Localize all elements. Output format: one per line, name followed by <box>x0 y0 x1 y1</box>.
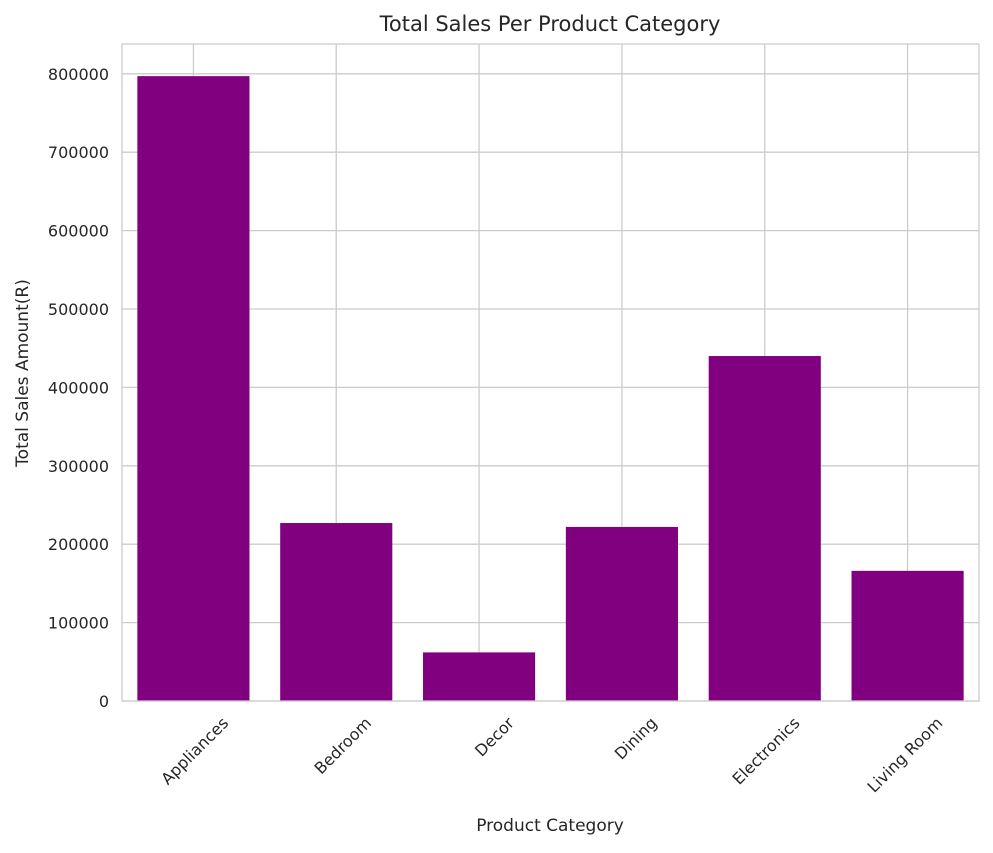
y-tick-labels: 0 100000 200000 300000 400000 500000 600000 700… <box>48 65 109 711</box>
chart-title: Total Sales Per Product Category <box>379 12 721 36</box>
y-axis-label: Total Sales Amount(R) <box>13 279 33 468</box>
y-tick-label: 300000 <box>48 457 109 476</box>
bar-bedroom <box>280 523 393 701</box>
bar-dining <box>565 526 678 701</box>
plot-frame <box>121 43 980 702</box>
x-tick-label: Bedroom <box>310 713 375 778</box>
bar-living-room <box>851 570 964 701</box>
y-tick-label: 0 <box>99 692 109 711</box>
gridlines <box>122 44 979 702</box>
x-tick-label: Decor <box>471 713 518 760</box>
y-tick-label: 600000 <box>48 222 109 241</box>
y-tick-label: 100000 <box>48 614 109 633</box>
bars <box>137 76 964 701</box>
y-tick-label: 700000 <box>48 143 109 162</box>
x-tick-label: Appliances <box>157 713 232 788</box>
x-tick-label: Living Room <box>864 713 947 796</box>
bar-decor <box>423 652 536 701</box>
y-tick-label: 500000 <box>48 300 109 319</box>
x-axis-label: Product Category <box>476 816 624 836</box>
bar-appliances <box>137 76 250 701</box>
x-tick-label: Electronics <box>728 713 803 788</box>
x-tick-labels: Appliances Bedroom Decor Dining Electronics L… <box>157 713 946 796</box>
y-tick-label: 400000 <box>48 378 109 397</box>
y-tick-label: 200000 <box>48 535 109 554</box>
y-tick-label: 800000 <box>48 65 109 84</box>
x-tick-label: Dining <box>611 713 661 763</box>
bar-electronics <box>708 356 821 701</box>
